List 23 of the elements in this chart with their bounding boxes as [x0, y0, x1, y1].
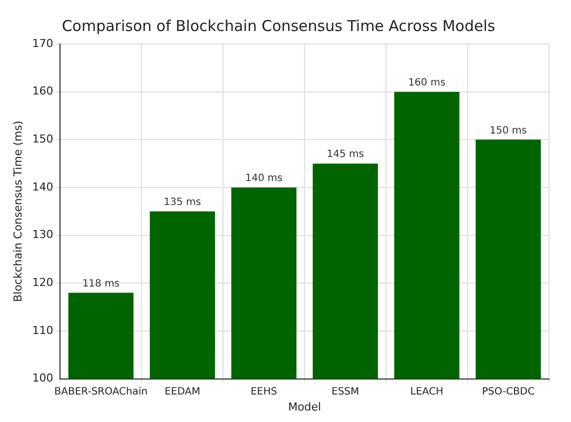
- x-tick-label: PSO-CBDC: [482, 386, 535, 398]
- x-tick-label: EEDAM: [164, 386, 200, 398]
- data-label: 118 ms: [82, 278, 120, 290]
- data-label: 145 ms: [326, 149, 364, 160]
- y-tick-label: 140: [32, 180, 54, 194]
- y-tick-label: 170: [32, 36, 54, 50]
- x-axis-title: Model: [288, 400, 322, 414]
- x-tick-label: LEACH: [410, 386, 444, 398]
- data-label: 150 ms: [490, 125, 527, 136]
- data-label: 135 ms: [164, 196, 202, 208]
- x-tick-label: BABER-SROAChain: [54, 386, 148, 398]
- y-tick-label: 160: [32, 84, 54, 98]
- x-tick-label: ESSM: [332, 386, 360, 398]
- y-tick-label: 120: [32, 276, 54, 289]
- data-label: 160 ms: [408, 77, 446, 88]
- y-axis-title: Blockchain Consensus Time (ms): [11, 120, 24, 302]
- y-tick-label: 130: [32, 228, 54, 242]
- y-tick-label: 150: [32, 132, 54, 146]
- chart-title: Comparison of Blockchain Consensus Time Across Models: [62, 16, 496, 35]
- y-tick-label: 100: [32, 372, 54, 385]
- data-label: 140 ms: [245, 173, 282, 184]
- x-tick-label: EEHS: [250, 386, 278, 398]
- y-tick-label: 110: [32, 324, 54, 337]
